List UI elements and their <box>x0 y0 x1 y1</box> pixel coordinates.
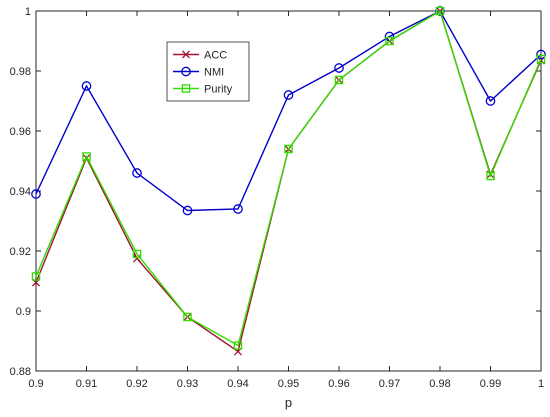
axis-ticks: 0.9 0.91 0.92 0.93 0.94 0.95 0.96 0.97 0.98 0.99 1… <box>10 6 544 390</box>
x-tick-label: 0.98 <box>429 378 450 390</box>
data-point-purity <box>536 54 546 64</box>
data-point-purity <box>82 152 91 161</box>
y-tick-label: 0.9 <box>16 306 31 318</box>
x-tick-label: 0.94 <box>227 378 248 390</box>
y-tick-label: 0.94 <box>10 186 31 198</box>
legend-item-acc: ACC <box>173 50 227 62</box>
y-tick-label: 1 <box>25 6 31 18</box>
data-point-purity <box>385 36 394 46</box>
x-tick-label: 0.99 <box>480 378 501 390</box>
x-tick-label: 0.96 <box>328 378 349 390</box>
x-tick-label: 0.91 <box>76 378 97 390</box>
series-layer <box>31 6 546 356</box>
y-tick-label: 0.96 <box>10 126 31 138</box>
data-point-nmi <box>485 96 496 106</box>
x-tick-label: 0.92 <box>126 378 147 390</box>
data-point-purity <box>31 272 41 281</box>
legend: ACC NMI Purity <box>166 41 250 102</box>
series-purity <box>31 6 546 350</box>
data-point-purity <box>435 6 445 16</box>
data-point-purity <box>183 312 192 322</box>
data-point-nmi <box>31 189 41 199</box>
legend-label: Purity <box>204 84 233 96</box>
y-tick-label: 0.88 <box>10 366 31 378</box>
data-point-purity <box>486 171 495 181</box>
x-tick-label: 0.97 <box>379 378 400 390</box>
data-point-purity <box>233 341 243 350</box>
legend-item-nmi: NMI <box>173 67 224 79</box>
series-line-nmi <box>35 10 542 212</box>
data-point-nmi <box>132 168 142 178</box>
series-line-purity <box>35 9 542 347</box>
data-point-nmi <box>81 81 92 91</box>
data-point-nmi <box>536 49 546 60</box>
x-tick-label: 0.9 <box>28 378 43 390</box>
y-tick-label: 0.92 <box>10 246 31 258</box>
x-tick-label: 0.93 <box>177 378 198 390</box>
data-point-purity <box>132 249 142 259</box>
legend-label: ACC <box>204 50 227 62</box>
x-axis-label: p <box>285 395 292 410</box>
legend-swatch-marker <box>181 50 191 59</box>
legend-swatch-marker <box>181 66 191 77</box>
x-tick-label: 1 <box>538 378 544 390</box>
y-tick-label: 0.98 <box>10 66 31 78</box>
data-point-nmi <box>283 90 294 100</box>
x-tick-label: 0.95 <box>278 378 299 390</box>
plot-frame <box>35 10 542 372</box>
legend-item-purity: Purity <box>173 84 233 96</box>
legend-swatch-marker <box>181 84 191 93</box>
data-point-nmi <box>334 63 344 73</box>
legend-label: NMI <box>204 67 224 79</box>
data-point-nmi <box>182 205 193 216</box>
data-point-nmi <box>233 204 243 214</box>
data-point-purity <box>284 144 293 154</box>
data-point-purity <box>334 75 344 85</box>
plot-area <box>35 10 542 372</box>
